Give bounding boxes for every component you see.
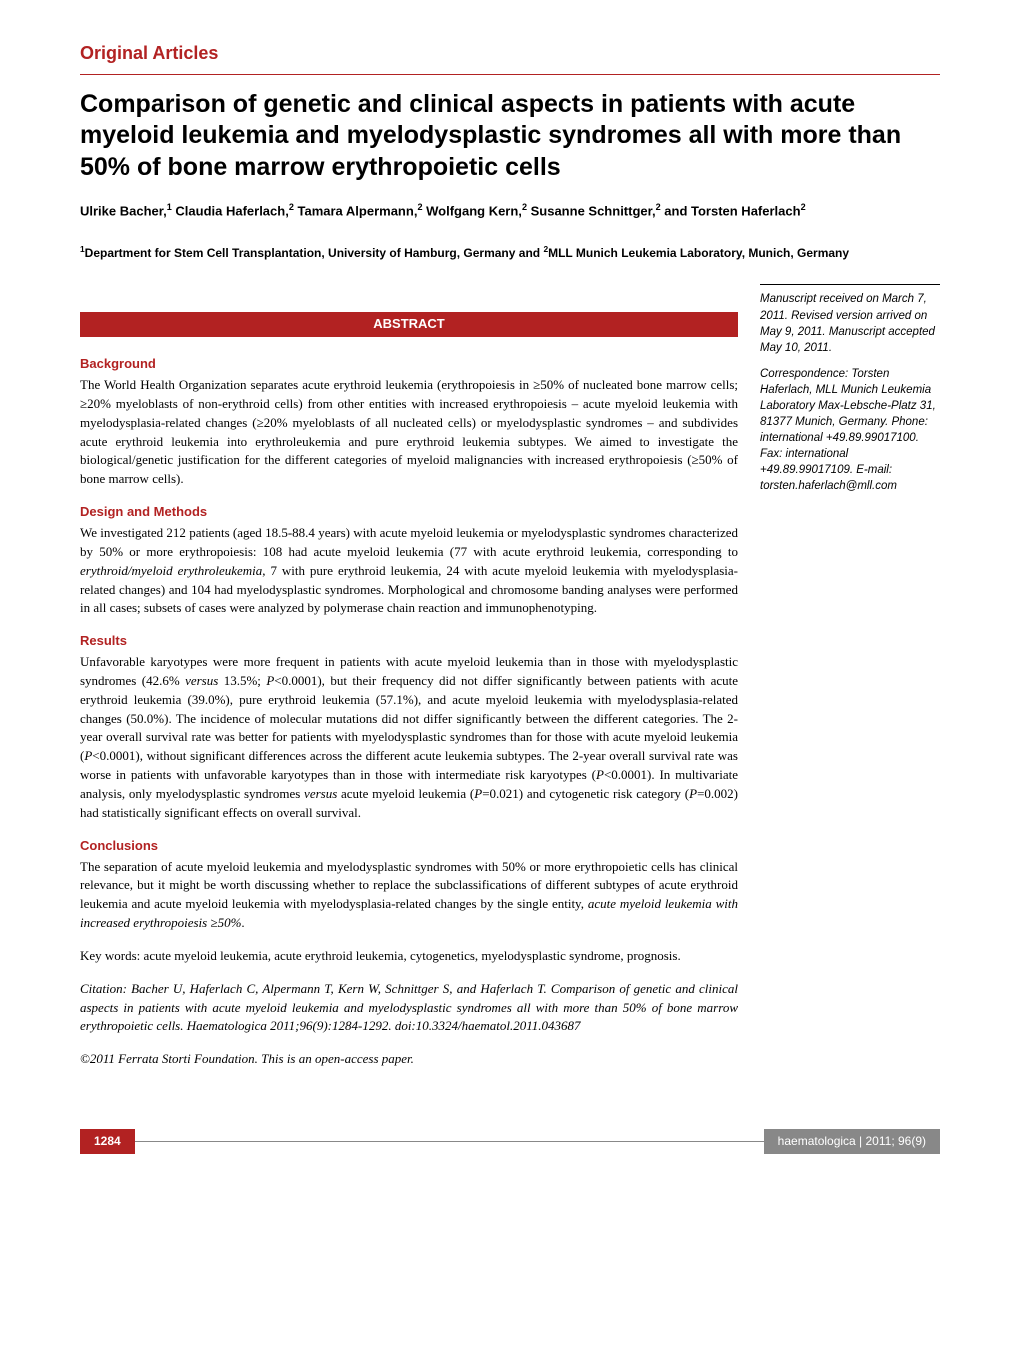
article-title: Comparison of genetic and clinical aspec… <box>80 89 940 183</box>
authors: Ulrike Bacher,1 Claudia Haferlach,2 Tama… <box>80 201 940 221</box>
footer-rule <box>135 1141 764 1154</box>
journal-reference: haematologica | 2011; 96(9) <box>764 1129 940 1154</box>
results-text: Unfavorable karyotypes were more frequen… <box>80 653 738 823</box>
citation: Citation: Bacher U, Haferlach C, Alperma… <box>80 980 738 1037</box>
header-rule <box>80 74 940 75</box>
main-column: ABSTRACT Background The World Health Org… <box>80 312 738 1069</box>
correspondence: Correspondence: Torsten Haferlach, MLL M… <box>760 366 940 495</box>
results-heading: Results <box>80 632 738 651</box>
background-text: The World Health Organization separates … <box>80 376 738 489</box>
methods-text: We investigated 212 patients (aged 18.5-… <box>80 524 738 618</box>
page-footer: 1284 haematologica | 2011; 96(9) <box>80 1129 940 1154</box>
two-column-layout: ABSTRACT Background The World Health Org… <box>80 312 940 1069</box>
conclusions-text: The separation of acute myeloid leukemia… <box>80 858 738 933</box>
methods-heading: Design and Methods <box>80 503 738 522</box>
page-number: 1284 <box>80 1129 135 1154</box>
background-heading: Background <box>80 355 738 374</box>
conclusions-heading: Conclusions <box>80 837 738 856</box>
section-header: Original Articles <box>80 40 940 66</box>
affiliations: 1Department for Stem Cell Transplantatio… <box>80 243 940 262</box>
sidebar: Manuscript received on March 7, 2011. Re… <box>760 284 940 1069</box>
copyright: ©2011 Ferrata Storti Foundation. This is… <box>80 1050 738 1069</box>
abstract-band: ABSTRACT <box>80 312 738 337</box>
keywords: Key words: acute myeloid leukemia, acute… <box>80 947 738 966</box>
manuscript-dates: Manuscript received on March 7, 2011. Re… <box>760 291 940 355</box>
